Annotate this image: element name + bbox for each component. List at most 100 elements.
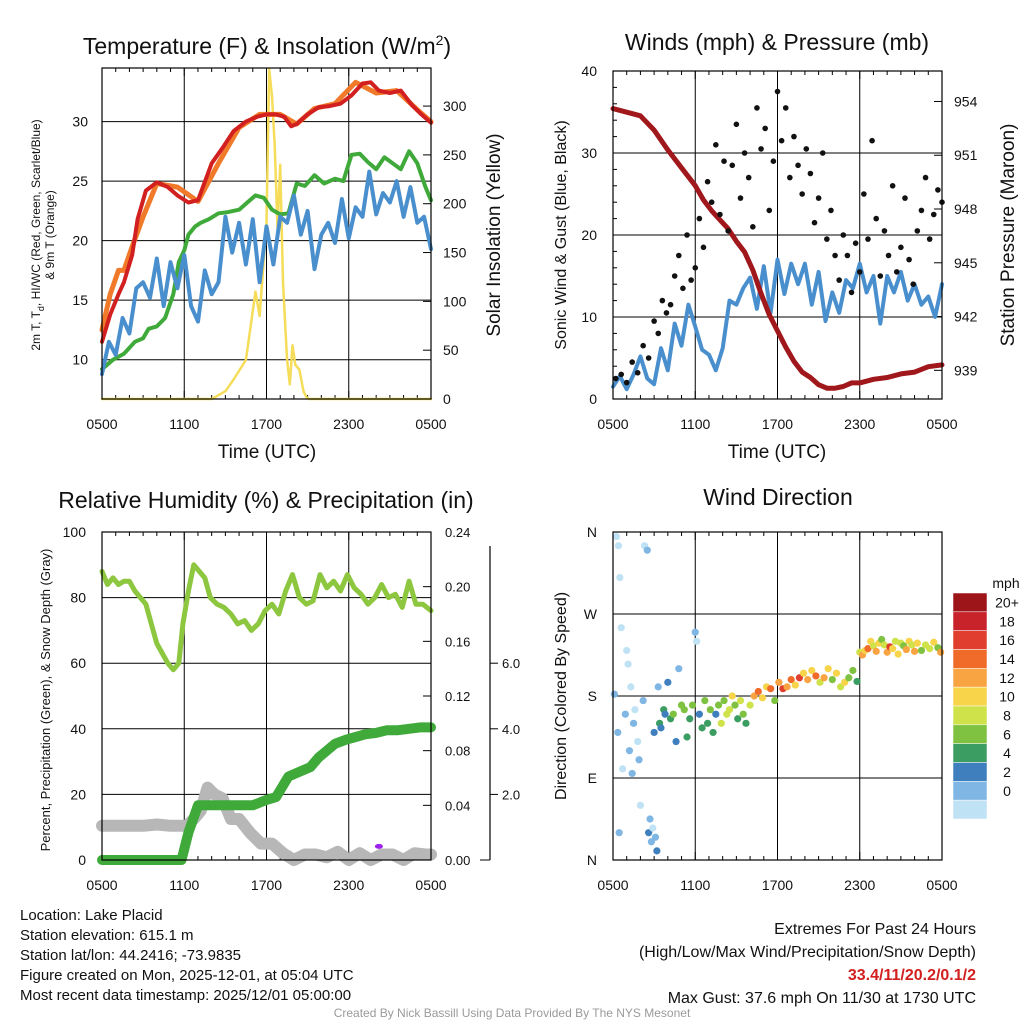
dir-xtick-label: 0500: [597, 877, 628, 893]
direction-point: [828, 676, 836, 684]
gust-point: [704, 178, 711, 185]
rh-ytick-label: 100: [63, 524, 87, 540]
temp-ytick-label: 30: [72, 114, 88, 130]
direction-point: [820, 674, 828, 682]
wind-ylabel-g: Sonic Wind & Gust (Blue, Black): [553, 120, 570, 349]
temp-y2label: Solar Insolation (Yellow): [484, 133, 505, 336]
wind-y2tick-label: 945: [954, 255, 978, 271]
direction-point: [894, 650, 902, 658]
dir-ytick-label: W: [584, 606, 598, 622]
direction-point: [651, 833, 660, 841]
direction-point: [610, 690, 618, 698]
direction-point: [639, 696, 647, 705]
temp-xlabel: Time (UTC): [218, 442, 317, 463]
temp-title-end: ): [443, 33, 451, 59]
wind-panel: 0500 1100 1700 2300 050001020304093994294594…: [553, 29, 1019, 463]
gust-point: [885, 252, 892, 259]
station-info: Location: Lake Placid Station elevation:…: [20, 906, 354, 1006]
direction-point: [709, 728, 717, 737]
dir-ylabel: Direction (Colored By Speed): [553, 592, 570, 800]
direction-point: [878, 635, 886, 644]
direction-point: [767, 685, 775, 693]
temp-ytick-label: 25: [72, 173, 88, 189]
direction-point: [787, 676, 795, 684]
rh-border: [101, 531, 432, 861]
temp-ylabel: 2m T, Td, HI/WC (Red, Green, Scarlet/Blu…: [29, 119, 57, 350]
direction-point: [627, 683, 635, 691]
temp-xtick-label: 0500: [415, 416, 446, 432]
temp-y2tick-label: 250: [443, 147, 467, 163]
direction-point: [824, 665, 832, 673]
colorbar-swatch: [952, 799, 988, 820]
direction-point: [808, 666, 816, 675]
direction-point: [812, 672, 820, 680]
gust-point: [811, 219, 818, 226]
gust-point: [745, 174, 752, 181]
direction-point: [775, 678, 783, 686]
direction-point: [864, 645, 872, 653]
direction-point: [712, 710, 720, 718]
direction-point: [614, 728, 622, 737]
colorbar-swatch: [952, 611, 988, 631]
gust-point: [659, 297, 666, 304]
direction-point: [720, 696, 728, 705]
dewpoint-line: [100, 149, 433, 372]
gust-point: [667, 301, 674, 308]
gust-point: [770, 158, 777, 164]
direction-point: [617, 624, 625, 632]
gust-point: [819, 150, 826, 156]
wind-y2tick-label: 951: [954, 147, 978, 163]
gust-point: [836, 277, 842, 283]
temp-border: [101, 67, 432, 400]
gust-point: [815, 195, 822, 201]
gust-point: [623, 379, 630, 386]
dir-xtick-label: 1700: [762, 877, 793, 893]
direction-point: [618, 765, 627, 773]
gust-point: [741, 150, 748, 156]
gust-point: [684, 232, 690, 238]
direction-point: [625, 747, 634, 755]
temp-y2tick-label: 150: [443, 245, 467, 261]
direction-point: [615, 829, 623, 837]
temp-title: Temperature (F) & Insolation (W/m2): [83, 32, 451, 59]
extremes-info: Extremes For Past 24 Hours (High/Low/Max…: [639, 918, 976, 1010]
direction-point: [669, 710, 677, 718]
dir-ytick-label: N: [587, 852, 597, 868]
rh-y2tick-label: 0.00: [445, 853, 470, 868]
rh-axis3-label: 4.0: [502, 722, 520, 737]
temp-y2label-g: Solar Insolation (Yellow): [484, 133, 505, 336]
gust-point: [762, 125, 768, 132]
gust-point: [612, 375, 619, 382]
rh-y2tick-label: 0.20: [445, 580, 470, 595]
colorbar-swatch: [952, 630, 988, 650]
direction-point: [621, 710, 629, 718]
direction-point: [701, 696, 709, 705]
colorbar-label: 4: [1003, 745, 1011, 761]
gust-point: [634, 369, 641, 376]
colorbar-label: 8: [1003, 707, 1011, 723]
gust-point: [869, 137, 875, 144]
rh-y2tick-label: 0.04: [445, 798, 470, 813]
gust-point: [906, 256, 912, 263]
colorbar-unit: mph: [992, 575, 1019, 591]
gust-point: [645, 355, 652, 361]
direction-point: [654, 683, 662, 691]
direction-point: [693, 637, 701, 645]
direction-point: [703, 719, 712, 727]
gust-point: [873, 215, 879, 222]
colorbar-label: 16: [999, 632, 1015, 648]
colorbar-label: 0: [1003, 783, 1011, 799]
gust-point: [807, 170, 814, 177]
dir-title: Wind Direction: [703, 484, 853, 510]
gust-point: [824, 236, 830, 242]
wind-ytick-label: 30: [581, 145, 597, 161]
wind-ylabel: Sonic Wind & Gust (Blue, Black): [553, 120, 570, 349]
direction-point: [672, 737, 680, 746]
temp-title-sup: 2: [436, 32, 444, 48]
gust-point: [651, 318, 657, 324]
dir-border: [612, 531, 943, 861]
direction-point: [686, 715, 694, 723]
direction-point: [683, 733, 691, 741]
direction-point: [926, 645, 934, 653]
direction-point: [649, 824, 657, 832]
